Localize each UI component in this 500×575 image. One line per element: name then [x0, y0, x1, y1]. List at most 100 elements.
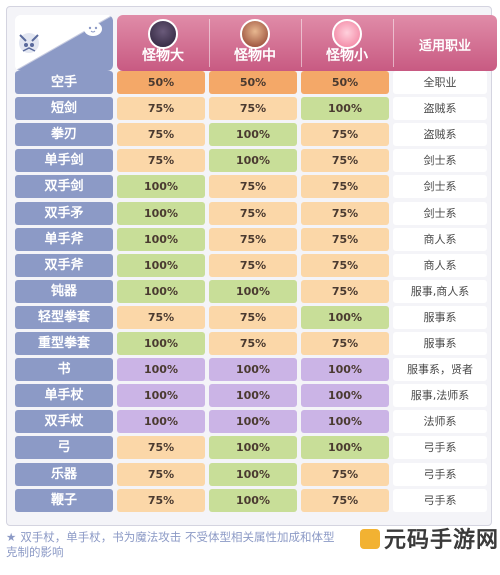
large-value: 75% — [117, 436, 205, 460]
weapon-name: 双手斧 — [15, 253, 113, 277]
table-row: 双手杖 100% 100% 100% 法师系 — [15, 410, 487, 434]
weapon-name: 乐器 — [15, 462, 113, 486]
table-corner — [15, 15, 113, 71]
watermark-text: 元码手游网 — [384, 528, 500, 553]
small-monster-avatar — [332, 19, 362, 49]
small-value: 100% — [301, 358, 389, 382]
medium-monster-avatar — [240, 19, 270, 49]
small-value: 100% — [301, 436, 389, 460]
large-value: 100% — [117, 384, 205, 408]
job-class: 剑士系 — [393, 175, 487, 199]
table-row: 鞭子 75% 100% 75% 弓手系 — [15, 488, 487, 512]
job-class: 盗贼系 — [393, 123, 487, 147]
large-value: 50% — [117, 71, 205, 94]
weapon-name: 空手 — [15, 71, 113, 94]
small-value: 50% — [301, 71, 389, 94]
header-medium: 怪物中 — [209, 15, 301, 71]
table-row: 双手矛 100% 75% 75% 剑士系 — [15, 201, 487, 225]
table-row: 双手剑 100% 75% 75% 剑士系 — [15, 175, 487, 199]
table-row: 单手剑 75% 100% 75% 剑士系 — [15, 149, 487, 173]
weapon-name: 鞭子 — [15, 488, 113, 512]
small-value: 75% — [301, 253, 389, 277]
medium-value: 75% — [209, 332, 297, 355]
weapon-name: 双手矛 — [15, 201, 113, 225]
table-row: 拳刃 75% 100% 75% 盗贼系 — [15, 123, 487, 147]
large-monster-avatar — [148, 19, 178, 49]
small-value: 75% — [301, 201, 389, 225]
medium-value: 100% — [209, 462, 297, 486]
table-row: 单手斧 100% 75% 75% 商人系 — [15, 227, 487, 251]
table-row: 轻型拳套 75% 75% 100% 服事系 — [15, 305, 487, 329]
job-class: 剑士系 — [393, 201, 487, 225]
small-value: 75% — [301, 123, 389, 147]
table-row: 单手杖 100% 100% 100% 服事,法师系 — [15, 384, 487, 408]
large-value: 100% — [117, 358, 205, 382]
medium-value: 100% — [209, 279, 297, 303]
small-value: 100% — [301, 384, 389, 408]
weapon-name: 重型拳套 — [15, 332, 113, 355]
small-value: 75% — [301, 149, 389, 173]
star-icon: ★ — [6, 530, 17, 544]
medium-value: 75% — [209, 305, 297, 329]
job-class: 弓手系 — [393, 488, 487, 512]
header-job-label: 适用职业 — [418, 39, 471, 54]
table-row: 空手 50% 50% 50% 全职业 — [15, 71, 487, 94]
large-value: 100% — [117, 201, 205, 225]
job-class: 服事系 — [393, 332, 487, 355]
large-value: 100% — [117, 175, 205, 199]
table-row: 书 100% 100% 100% 服事系，贤者 — [15, 358, 487, 382]
job-class: 剑士系 — [393, 149, 487, 173]
large-value: 100% — [117, 332, 205, 355]
large-value: 75% — [117, 97, 205, 121]
medium-value: 100% — [209, 436, 297, 460]
job-class: 服事,法师系 — [393, 384, 487, 408]
medium-value: 75% — [209, 253, 297, 277]
footnote-line2: 克制的影响 — [6, 545, 64, 559]
job-class: 弓手系 — [393, 462, 487, 486]
weapon-name: 弓 — [15, 436, 113, 460]
weapon-name: 书 — [15, 358, 113, 382]
large-value: 75% — [117, 305, 205, 329]
table-row: 乐器 75% 100% 75% 弓手系 — [15, 462, 487, 486]
table-row: 弓 75% 100% 100% 弓手系 — [15, 436, 487, 460]
small-value: 75% — [301, 332, 389, 355]
weapon-name: 轻型拳套 — [15, 305, 113, 329]
header-job: 适用职业 — [393, 15, 497, 71]
weapon-name: 单手斧 — [15, 227, 113, 251]
job-class: 弓手系 — [393, 436, 487, 460]
small-value: 75% — [301, 462, 389, 486]
medium-value: 100% — [209, 384, 297, 408]
header-small: 怪物小 — [301, 15, 393, 71]
weapon-name: 单手剑 — [15, 149, 113, 173]
weapon-name: 短剑 — [15, 97, 113, 121]
job-class: 全职业 — [393, 71, 487, 94]
large-value: 75% — [117, 462, 205, 486]
weapon-name: 双手杖 — [15, 410, 113, 434]
medium-value: 75% — [209, 97, 297, 121]
small-value: 100% — [301, 97, 389, 121]
table-row: 短剑 75% 75% 100% 盗贼系 — [15, 97, 487, 121]
weapon-name: 拳刃 — [15, 123, 113, 147]
watermark: 元码手游网 — [360, 522, 499, 554]
pink-slime-icon — [84, 22, 102, 36]
job-class: 服事,商人系 — [393, 279, 487, 303]
job-class: 服事系 — [393, 305, 487, 329]
small-value: 100% — [301, 410, 389, 434]
medium-value: 50% — [209, 71, 297, 94]
weapon-name: 单手杖 — [15, 384, 113, 408]
header-bar: 怪物大 怪物中 怪物小 适用职业 — [117, 15, 497, 71]
medium-value: 100% — [209, 358, 297, 382]
job-class: 法师系 — [393, 410, 487, 434]
header-small-label: 怪物小 — [326, 48, 368, 64]
footnote: ★ 双手杖，单手杖，书为魔法攻击 不受体型相关属性加成和体型 克制的影响 — [6, 530, 486, 560]
table-row: 重型拳套 100% 75% 75% 服事系 — [15, 332, 487, 355]
small-value: 100% — [301, 305, 389, 329]
table-row: 钝器 100% 100% 75% 服事,商人系 — [15, 279, 487, 303]
medium-value: 75% — [209, 201, 297, 225]
small-value: 75% — [301, 175, 389, 199]
mascot-face-icon — [19, 33, 39, 53]
footnote-line1: 双手杖，单手杖，书为魔法攻击 不受体型相关属性加成和体型 — [20, 530, 335, 544]
header-large: 怪物大 — [117, 15, 209, 71]
large-value: 75% — [117, 123, 205, 147]
weapon-size-table: 怪物大 怪物中 怪物小 适用职业 空手 50% 50% 50% 全职业 短剑 75% 75% 1… — [6, 6, 497, 526]
